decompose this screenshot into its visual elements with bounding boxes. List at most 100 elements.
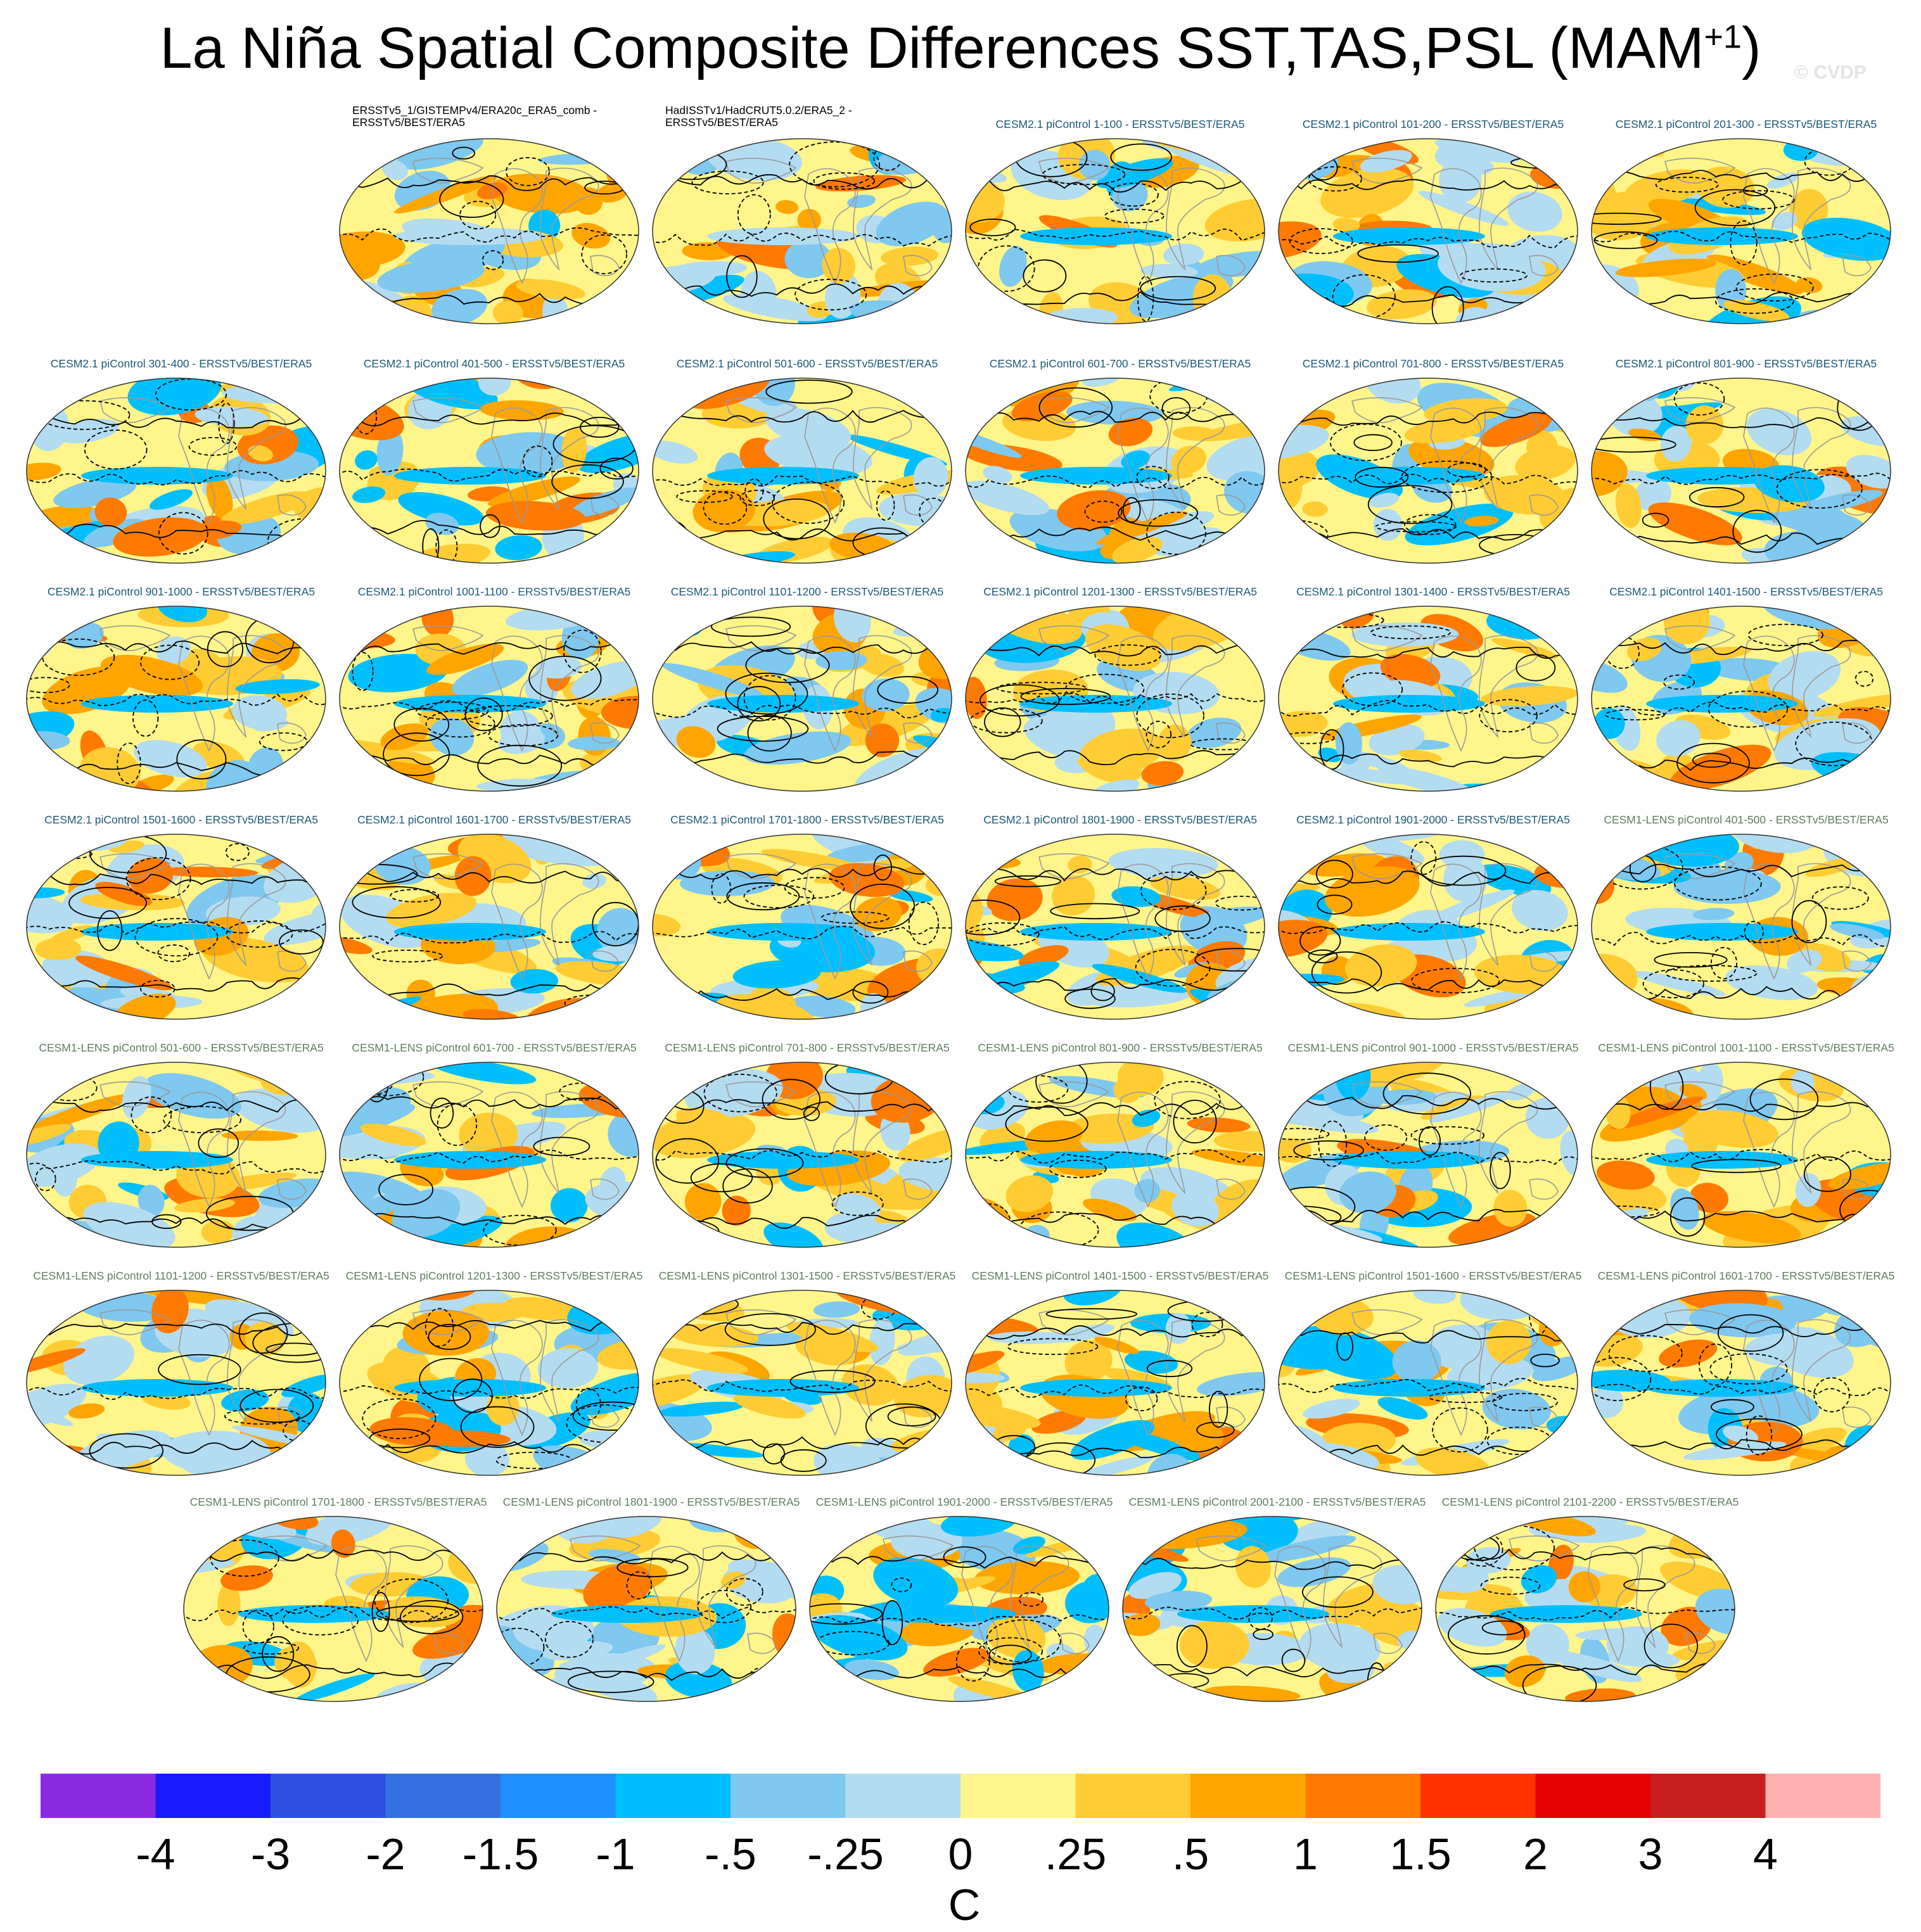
psl-contour: [1642, 512, 1669, 528]
psl-contour: [1279, 921, 1578, 934]
anomaly-patch: [340, 936, 373, 955]
psl-contour: [1064, 988, 1116, 1009]
psl-contour: [1316, 860, 1353, 889]
map-panel: HadISSTv1/HadCRUT5.0.2/ERA5_2 - ERSSTv5/B…: [650, 104, 964, 333]
coastline: [1479, 167, 1538, 271]
colorbar-tick-label: 4: [1753, 1829, 1778, 1879]
psl-contour: [1146, 720, 1171, 749]
coastline: [1842, 1406, 1872, 1428]
psl-contour: [1279, 1209, 1578, 1224]
anomaly-patch: [763, 1222, 823, 1247]
psl-contour: [460, 1406, 535, 1448]
equatorial-anomaly: [1333, 227, 1485, 245]
psl-contour: [1722, 190, 1795, 210]
psl-contour: [27, 1160, 326, 1174]
coastline: [903, 950, 933, 972]
equatorial-anomaly: [1646, 467, 1798, 485]
composite-map: [26, 834, 326, 1020]
psl-contour: [132, 699, 159, 737]
map-border: [1435, 1516, 1735, 1702]
map-panel: CESM1-LENS piControl 801-900 - ERSSTv5/B…: [963, 1028, 1277, 1256]
anomaly-patch: [1206, 433, 1265, 481]
psl-contour: [850, 884, 916, 929]
anomaly-patch: [815, 175, 907, 192]
psl-contour: [1480, 1577, 1541, 1595]
anomaly-patch: [386, 893, 477, 928]
coastline: [853, 1091, 912, 1195]
anomaly-patch: [1373, 509, 1403, 541]
psl-contour: [1747, 623, 1823, 647]
coastline: [1842, 1178, 1872, 1200]
equatorial-anomaly: [707, 227, 859, 245]
anomaly-patch: [1364, 378, 1421, 404]
composite-map: [1278, 138, 1578, 324]
anomaly-patch: [1360, 149, 1412, 173]
anomaly-patch: [1057, 490, 1131, 531]
map-panel: CESM1-LENS piControl 601-700 - ERSSTv5/B…: [337, 1028, 651, 1256]
panel-title: CESM2.1 piControl 501-600 - ERSSTv5/BEST…: [650, 357, 964, 370]
panel-title-line: CESM1-LENS piControl 601-700 - ERSSTv5/B…: [352, 1041, 637, 1054]
panel-title-line: CESM2.1 piControl 801-900 - ERSSTv5/BEST…: [1615, 357, 1877, 370]
anomaly-patch: [1685, 405, 1724, 445]
psl-contour: [551, 464, 624, 499]
anomaly-patch: [248, 445, 273, 462]
coastline: [99, 1309, 171, 1335]
psl-contour: [1293, 1140, 1364, 1160]
colorbar-tick-label: -2: [366, 1829, 405, 1879]
coastline: [1166, 863, 1225, 967]
map-border: [1591, 138, 1891, 324]
anomaly-patch: [715, 994, 817, 1019]
anomaly-patch: [966, 146, 1009, 170]
map-panel: CESM1-LENS piControl 1001-1100 - ERSSTv5…: [1589, 1028, 1903, 1256]
anomaly-patch: [340, 611, 363, 625]
anomaly-patch: [1659, 1339, 1718, 1368]
coastline: [1166, 1091, 1225, 1195]
psl-contour: [1317, 894, 1353, 915]
map-border: [183, 1516, 483, 1702]
psl-contour: [1448, 1615, 1526, 1655]
panel-title-line: CESM2.1 piControl 101-200 - ERSSTv5/BEST…: [1302, 118, 1564, 130]
panel-title: CESM1-LENS piControl 1701-1800 - ERSSTv5…: [181, 1496, 495, 1508]
equatorial-anomaly: [1333, 1151, 1485, 1169]
psl-contour: [27, 1387, 326, 1400]
equatorial-anomaly: [1646, 227, 1798, 245]
coastline: [1792, 167, 1851, 271]
psl-contour: [966, 899, 1021, 936]
psl-contour: [117, 742, 141, 784]
psl-contour: [722, 1168, 773, 1204]
panel-title-line: CESM1-LENS piControl 1901-2000 - ERSSTv5…: [815, 1496, 1113, 1508]
psl-contour: [1592, 231, 1891, 243]
anomaly-patch: [407, 1690, 474, 1701]
anomaly-patch: [1380, 654, 1441, 689]
coastline: [1216, 1406, 1246, 1428]
psl-contour: [1090, 981, 1115, 1001]
anomaly-patch: [1171, 445, 1206, 474]
map-border: [965, 834, 1265, 1020]
anomaly-patch: [653, 139, 667, 175]
anomaly-patch: [675, 1107, 736, 1134]
coastline: [1038, 853, 1110, 879]
panel-title-line: CESM1-LENS piControl 1401-1500 - ERSSTv5…: [971, 1269, 1269, 1282]
panel-title-line: CESM2.1 piControl 1101-1200 - ERSSTv5/BE…: [670, 585, 944, 598]
anomaly-patch: [46, 606, 76, 626]
anomaly-patch: [891, 1523, 962, 1560]
psl-contour: [810, 1614, 1109, 1627]
colorbar-tick-label: .25: [1044, 1829, 1107, 1879]
coastline: [1792, 1319, 1851, 1423]
anomaly-patch: [27, 1124, 72, 1148]
anomaly-patch: [293, 1062, 326, 1069]
coastline: [590, 1406, 620, 1428]
panel-title-line: CESM2.1 piControl 1201-1300 - ERSSTv5/BE…: [983, 585, 1257, 598]
anomaly-patch: [498, 728, 546, 754]
coastline: [1479, 863, 1538, 967]
panel-title-line: CESM1-LENS piControl 2001-2100 - ERSSTv5…: [1128, 1496, 1426, 1508]
psl-contour: [966, 692, 1265, 706]
anomaly-patch: [784, 240, 833, 279]
anomaly-patch: [1404, 417, 1486, 443]
anomaly-patch: [394, 175, 498, 214]
coastline: [1430, 168, 1482, 284]
anomaly-patch: [1096, 511, 1188, 545]
coastline: [412, 1081, 484, 1107]
anomaly-patch: [53, 478, 137, 509]
psl-contour: [239, 1389, 314, 1423]
